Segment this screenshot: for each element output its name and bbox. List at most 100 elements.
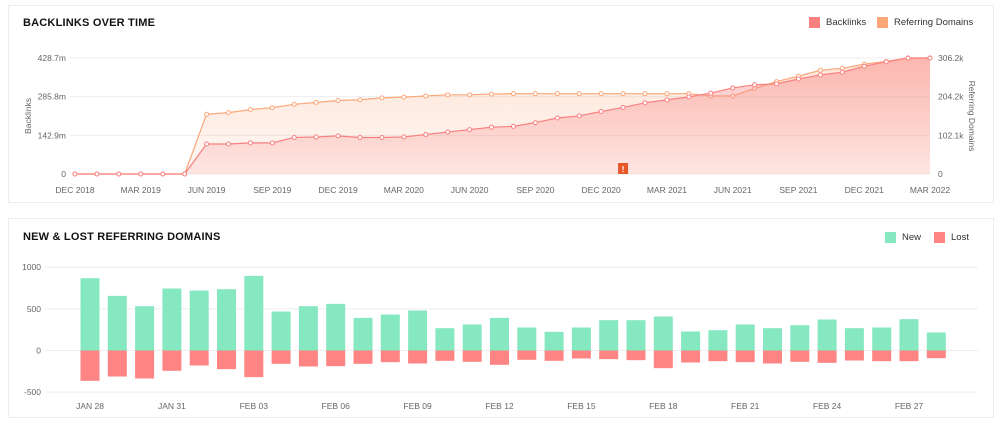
backlinks-point <box>269 140 275 146</box>
bar-new <box>244 275 264 351</box>
bar-new <box>271 311 291 351</box>
legend-lost[interactable]: Lost <box>934 232 969 243</box>
bar-new <box>380 314 400 351</box>
referring-domains-point <box>335 98 341 104</box>
referring-domains-point <box>247 107 253 113</box>
bar-lost <box>708 350 728 362</box>
y-tick-label: 285.8m <box>38 92 66 102</box>
x-tick-label: JAN 31 <box>158 401 186 411</box>
bar-lost <box>626 350 646 361</box>
y-axis-label: Backlinks <box>23 98 33 134</box>
bar-lost <box>517 350 537 360</box>
y-tick-label: 0 <box>36 346 41 356</box>
x-tick-label: MAR 2019 <box>121 185 161 195</box>
referring-domains-point <box>817 67 823 73</box>
bar-new <box>571 327 591 351</box>
bar-new <box>681 331 701 351</box>
bar-lost <box>162 350 182 371</box>
y-tick-label: 500 <box>27 304 41 314</box>
bar-new <box>708 330 728 351</box>
referring-domains-point <box>445 92 451 98</box>
bar-lost <box>735 350 755 363</box>
bar-lost <box>899 350 919 362</box>
bar-new <box>80 278 100 351</box>
backlinks-point <box>510 123 516 129</box>
referring-domains-point <box>598 91 604 97</box>
bar-lost <box>544 350 564 361</box>
backlinks-point <box>313 134 319 140</box>
legend-swatch <box>809 17 820 28</box>
chart-title: NEW & LOST REFERRING DOMAINS <box>23 231 221 243</box>
bar-new <box>217 289 236 351</box>
bar-lost <box>135 350 155 379</box>
legend-new[interactable]: New <box>885 232 921 243</box>
referring-domains-point <box>576 91 582 97</box>
referring-domains-point <box>291 101 297 107</box>
bar-lost <box>763 350 782 364</box>
referring-domains-point <box>357 97 363 103</box>
backlinks-point <box>861 63 867 69</box>
x-tick-label: FEB 06 <box>322 401 351 411</box>
x-tick-label: FEB 24 <box>813 401 842 411</box>
bar-lost <box>571 350 591 359</box>
backlinks-point <box>927 55 933 61</box>
backlinks-point <box>182 171 188 177</box>
y2-tick-label: 0 <box>938 169 943 179</box>
y-tick-label: 428.7m <box>38 53 66 63</box>
bar-new <box>107 295 127 351</box>
legend-label: Lost <box>951 232 969 243</box>
backlinks-point <box>445 129 451 135</box>
backlinks-point <box>72 171 78 177</box>
x-tick-label: MAR 2021 <box>647 185 687 195</box>
bar-lost <box>817 350 837 363</box>
backlinks-point <box>247 140 253 146</box>
referring-domains-point <box>204 111 210 117</box>
referring-domains-point <box>532 91 538 97</box>
bar-lost <box>653 350 673 369</box>
backlinks-point <box>620 104 626 110</box>
bar-new <box>162 288 182 351</box>
x-tick-label: FEB 27 <box>895 401 924 411</box>
bar-lost <box>872 350 892 362</box>
backlinks-point <box>291 134 297 140</box>
backlinks-point <box>94 171 100 177</box>
x-tick-label: FEB 21 <box>731 401 760 411</box>
legend-backlinks[interactable]: Backlinks <box>809 17 866 28</box>
backlinks-point <box>664 97 670 103</box>
backlinks-point <box>204 141 210 147</box>
chart-title: BACKLINKS OVER TIME <box>23 17 156 29</box>
x-tick-label: DEC 2020 <box>582 185 621 195</box>
backlinks-point <box>883 59 889 65</box>
y2-tick-label: 102.1k <box>938 130 964 140</box>
referring-domains-point <box>664 91 670 97</box>
bar-new <box>872 327 892 351</box>
x-tick-label: FEB 12 <box>485 401 514 411</box>
bar-new <box>844 328 864 351</box>
backlinks-point <box>401 134 407 140</box>
backlinks-point <box>138 171 144 177</box>
bar-new <box>517 327 537 351</box>
referring-domains-point <box>620 91 626 97</box>
bar-lost <box>599 350 619 360</box>
legend-referring-domains[interactable]: Referring Domains <box>877 17 973 28</box>
backlinks-point <box>532 120 538 126</box>
legend-label: Backlinks <box>826 17 867 28</box>
y-tick-label: 142.9m <box>38 130 66 140</box>
bar-lost <box>298 350 318 367</box>
backlinks-line <box>75 57 930 175</box>
bar-lost <box>681 350 701 363</box>
backlinks-area <box>75 58 930 174</box>
x-tick-label: JAN 28 <box>76 401 104 411</box>
referring-domains-point <box>225 110 231 116</box>
x-tick-label: SEP 2020 <box>516 185 554 195</box>
legend-swatch <box>877 17 888 28</box>
referring-domains-point <box>269 105 275 111</box>
bar-new <box>763 328 782 351</box>
y-tick-label: 0 <box>61 169 66 179</box>
backlinks-point <box>467 127 473 133</box>
bar-new <box>926 332 946 351</box>
bar-lost <box>244 350 264 378</box>
bar-lost <box>462 350 482 362</box>
bar-new <box>462 324 482 351</box>
